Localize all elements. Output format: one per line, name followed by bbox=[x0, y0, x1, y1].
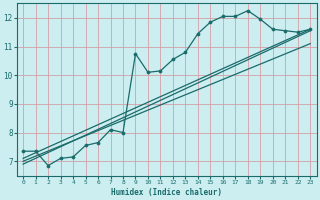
X-axis label: Humidex (Indice chaleur): Humidex (Indice chaleur) bbox=[111, 188, 222, 197]
